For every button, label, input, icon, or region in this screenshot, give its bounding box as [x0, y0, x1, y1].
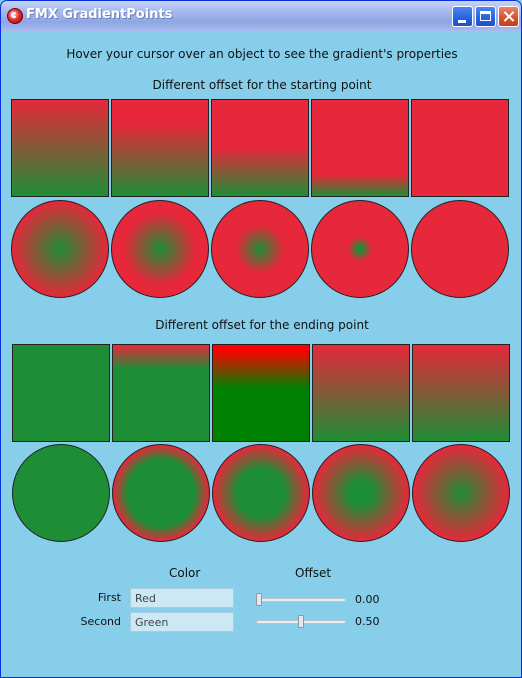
offset-column-header: Offset — [295, 566, 332, 580]
gradient-circle-end-2[interactable] — [112, 444, 210, 542]
second-color-field[interactable]: Green — [130, 612, 234, 632]
window-title: FMX GradientPoints — [26, 7, 173, 22]
gradient-circle-end-5[interactable] — [412, 444, 510, 542]
gradient-circle-start-1[interactable] — [11, 200, 109, 298]
gradient-square-end-2[interactable] — [112, 344, 210, 442]
maximize-button[interactable] — [475, 6, 496, 27]
first-offset-value: 0.00 — [355, 593, 380, 606]
gradient-square-end-1[interactable] — [12, 344, 110, 442]
gradient-square-end-4[interactable] — [312, 344, 410, 442]
gradient-square-start-1[interactable] — [11, 99, 109, 197]
close-button[interactable] — [498, 6, 519, 27]
second-offset-slider-thumb[interactable] — [298, 615, 304, 628]
first-color-field[interactable]: Red — [130, 588, 234, 608]
second-point-label: Second — [80, 615, 121, 628]
start-section-heading: Different offset for the starting point — [152, 78, 372, 92]
end-section-heading: Different offset for the ending point — [155, 318, 369, 332]
instructions-text: Hover your cursor over an object to see … — [66, 47, 458, 61]
gradient-circle-end-4[interactable] — [312, 444, 410, 542]
gradient-square-end-5[interactable] — [412, 344, 510, 442]
gradient-square-start-4[interactable] — [311, 99, 409, 197]
title-bar[interactable]: FMX GradientPoints — [1, 1, 521, 31]
color-column-header: Color — [169, 566, 201, 580]
gradient-circle-start-4[interactable] — [311, 200, 409, 298]
gradient-square-start-2[interactable] — [111, 99, 209, 197]
minimize-button[interactable] — [452, 6, 473, 27]
gradient-circle-start-5[interactable] — [411, 200, 509, 298]
gradient-circle-start-3[interactable] — [211, 200, 309, 298]
gradient-circle-end-1[interactable] — [12, 444, 110, 542]
first-point-label: First — [97, 591, 121, 604]
second-offset-value: 0.50 — [355, 615, 380, 628]
app-icon — [7, 8, 23, 24]
gradient-square-start-5[interactable] — [411, 99, 509, 197]
gradient-circle-start-2[interactable] — [111, 200, 209, 298]
gradient-circle-end-3[interactable] — [212, 444, 310, 542]
first-offset-slider[interactable] — [256, 598, 346, 602]
gradient-square-end-3[interactable] — [212, 344, 310, 442]
first-offset-slider-thumb[interactable] — [256, 593, 262, 606]
gradient-square-start-3[interactable] — [211, 99, 309, 197]
